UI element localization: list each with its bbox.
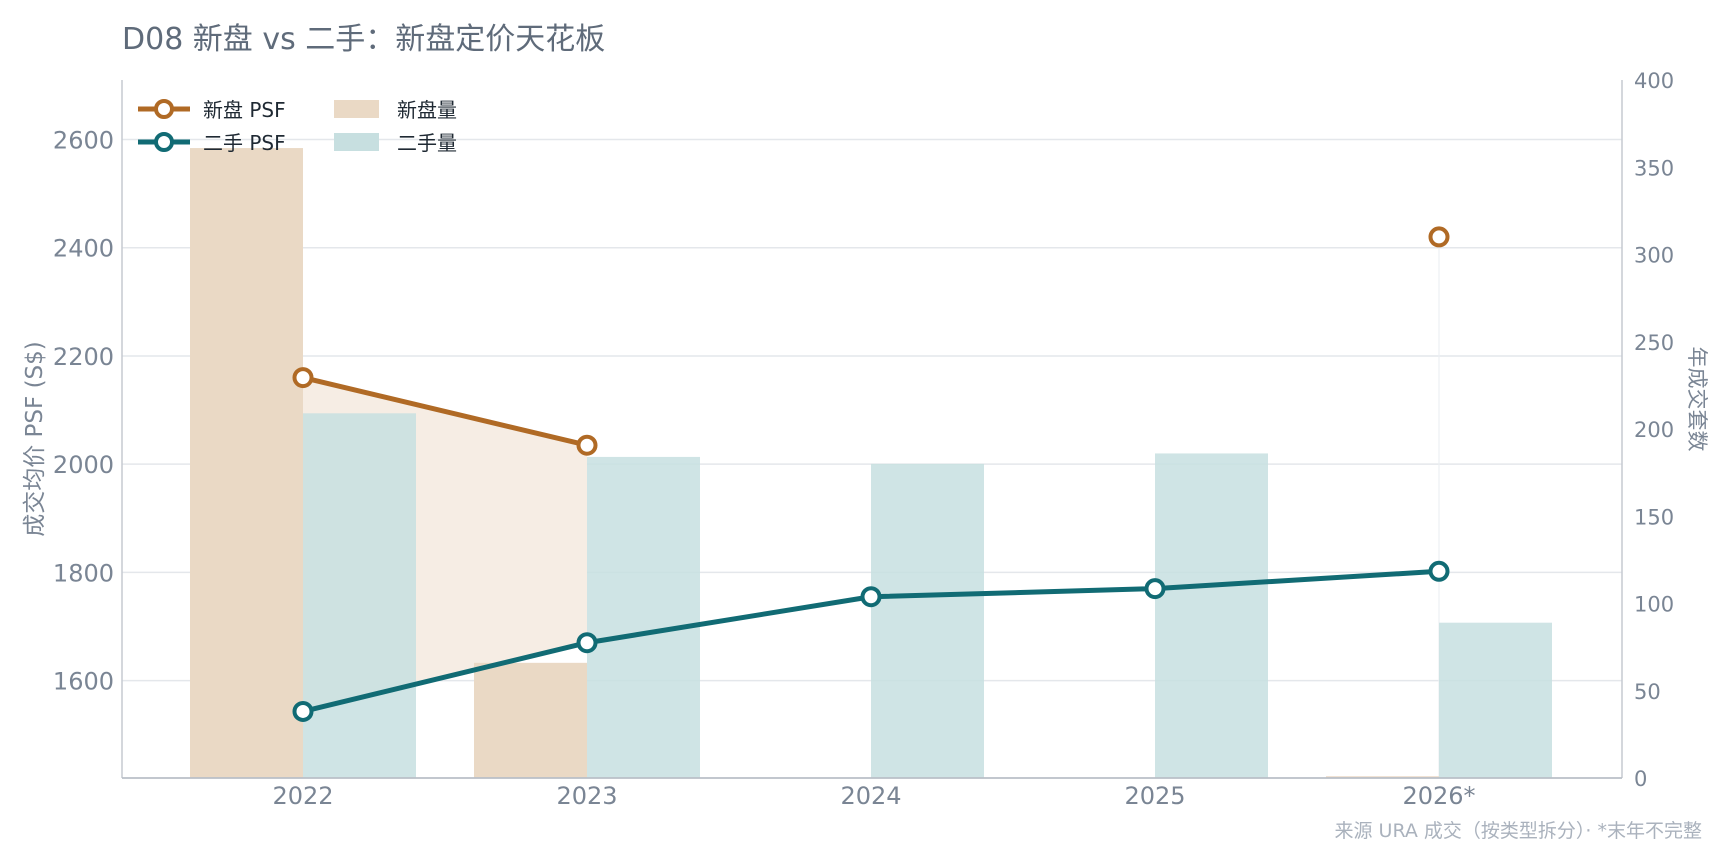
y-right-tick-label: 350: [1634, 156, 1674, 180]
bar-resale-volume: [871, 463, 984, 778]
legend-bar-swatch: [334, 133, 379, 151]
resale-psf-point: [576, 632, 598, 654]
y-right-axis-title: 年成交套数: [1685, 347, 1709, 452]
chart-title: D08 新盘 vs 二手：新盘定价天花板: [122, 22, 606, 57]
bar-resale-volume: [303, 413, 416, 778]
resale-psf-point: [860, 586, 882, 608]
legend-label: 二手 PSF: [203, 131, 286, 155]
y-left-tick-label: 2400: [53, 235, 114, 263]
y-right-tick-label: 400: [1634, 69, 1674, 93]
y-left-tick-label: 1800: [53, 559, 114, 587]
y-left-tick-label: 2600: [53, 127, 114, 155]
resale-psf-point: [1428, 560, 1450, 582]
legend-label: 新盘量: [397, 98, 457, 122]
y-left-axis-title: 成交均价 PSF (S$): [22, 341, 48, 537]
y-right-tick-label: 300: [1634, 244, 1674, 268]
legend-marker-swatch: [154, 132, 174, 152]
x-tick-label: 2026*: [1402, 782, 1475, 810]
legend-label: 二手量: [397, 131, 457, 155]
bar-resale-volume: [1439, 622, 1552, 778]
new-psf-point: [576, 434, 598, 456]
resale-psf-point: [292, 700, 314, 722]
y-right-tick-label: 50: [1634, 680, 1661, 704]
bar-new-volume: [474, 662, 587, 778]
new-psf-point: [292, 367, 314, 389]
legend-bar-swatch: [334, 100, 379, 118]
x-tick-label: 2022: [272, 782, 333, 810]
bar-new-volume: [190, 148, 303, 778]
y-right-tick-label: 250: [1634, 331, 1674, 355]
y-right-tick-label: 100: [1634, 593, 1674, 617]
new-psf-point: [1428, 226, 1450, 248]
y-right-tick-label: 200: [1634, 418, 1674, 442]
y-right-tick-label: 150: [1634, 505, 1674, 529]
resale-psf-point: [1144, 578, 1166, 600]
x-tick-label: 2025: [1124, 782, 1185, 810]
bar-resale-volume: [1155, 453, 1268, 778]
y-left-tick-label: 2000: [53, 451, 114, 479]
y-right-tick-label: 0: [1634, 767, 1647, 791]
legend-marker-swatch: [154, 99, 174, 119]
x-tick-label: 2024: [840, 782, 901, 810]
source-note: 来源 URA 成交（按类型拆分）· *末年不完整: [1334, 820, 1703, 842]
x-tick-label: 2023: [556, 782, 617, 810]
new-psf-line: [303, 237, 1439, 445]
bar-resale-volume: [587, 456, 700, 778]
y-left-tick-label: 2200: [53, 343, 114, 371]
legend-label: 新盘 PSF: [203, 98, 286, 122]
y-left-tick-label: 1600: [53, 668, 114, 696]
